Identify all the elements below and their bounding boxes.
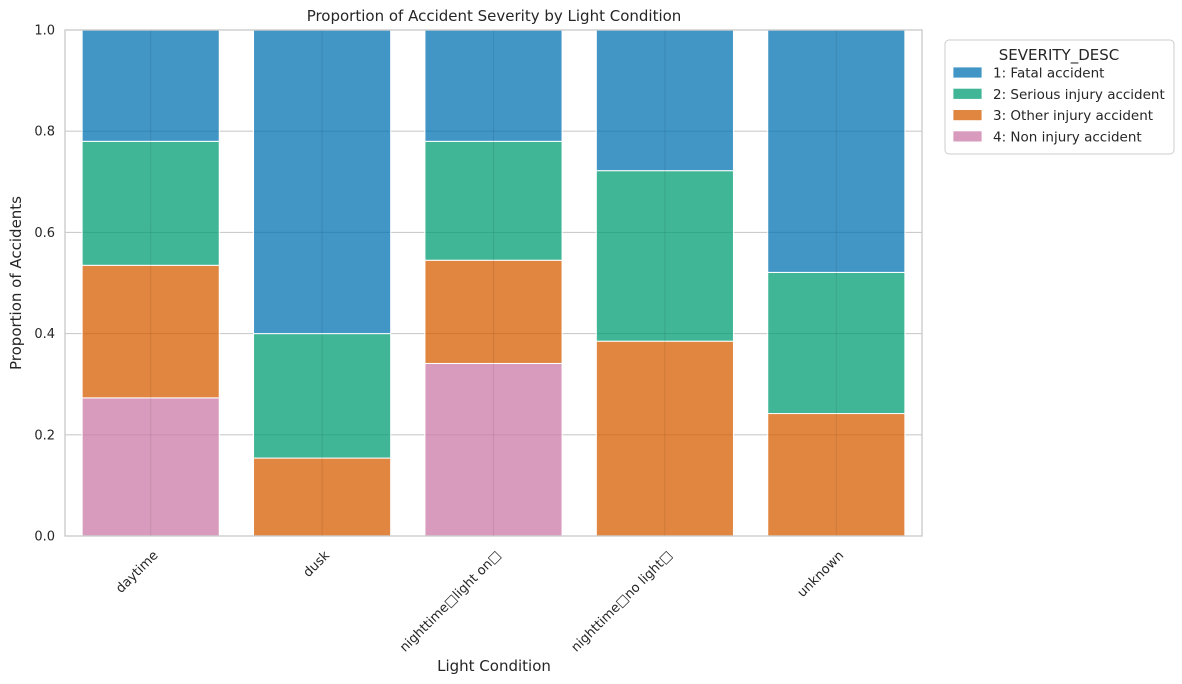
plot-border bbox=[64, 29, 923, 537]
bar-segment bbox=[81, 140, 220, 266]
legend-swatch bbox=[952, 130, 983, 143]
bar-segment bbox=[595, 29, 734, 172]
x-tick-label: unknown bbox=[795, 548, 847, 600]
bar-segment bbox=[424, 362, 563, 537]
bar-segment bbox=[595, 340, 734, 537]
y-tick-label: 0.8 bbox=[34, 125, 55, 140]
legend-label: 1: Fatal accident bbox=[993, 66, 1104, 82]
x-axis-title: Light Condition bbox=[437, 657, 551, 675]
y-tick-label: 0.6 bbox=[34, 226, 55, 241]
bar-segment bbox=[253, 29, 392, 335]
legend-box bbox=[944, 39, 1175, 155]
y-tick-label: 0.0 bbox=[34, 530, 55, 545]
y-tick-label: 0.4 bbox=[34, 327, 55, 342]
y-tick-labels: 0.0 0.2 0.4 0.6 0.8 1.0 bbox=[34, 24, 55, 545]
legend-label: 4: Non injury accident bbox=[993, 129, 1142, 145]
y-axis-title: Proportion of Accidents bbox=[7, 196, 25, 370]
bar-segment bbox=[424, 29, 563, 142]
bar-segment bbox=[81, 264, 220, 399]
legend-title: SEVERITY_DESC bbox=[999, 46, 1119, 65]
bar-segment bbox=[595, 170, 734, 342]
x-tick-label: nighttime□no light□ bbox=[569, 548, 676, 655]
legend-label: 3: Other injury accident bbox=[993, 108, 1153, 124]
legend-swatch bbox=[952, 109, 983, 121]
legend-swatch bbox=[952, 87, 983, 100]
x-tick-label: nighttime□light on□ bbox=[397, 548, 504, 655]
x-tick-label: daytime bbox=[113, 548, 161, 596]
plot-frame bbox=[64, 29, 923, 537]
bars-layer bbox=[81, 29, 906, 537]
bar-segment bbox=[253, 333, 392, 459]
bar-segment bbox=[767, 29, 906, 273]
x-tick-label: dusk bbox=[301, 548, 334, 581]
bar-segment bbox=[767, 271, 906, 415]
bar-segment bbox=[253, 457, 392, 537]
legend-label: 2: Serious injury accident bbox=[993, 87, 1165, 103]
legend-swatch bbox=[952, 66, 983, 79]
bar-segment bbox=[424, 259, 563, 364]
x-tick-labels: daytime dusk nighttime□light on□ nighttime□… bbox=[113, 548, 847, 655]
chart-title: Proportion of Accident Severity by Light… bbox=[307, 7, 682, 25]
bar-segment bbox=[424, 140, 563, 261]
y-tick-label: 1.0 bbox=[34, 24, 55, 39]
y-tick-label: 0.2 bbox=[34, 428, 55, 443]
